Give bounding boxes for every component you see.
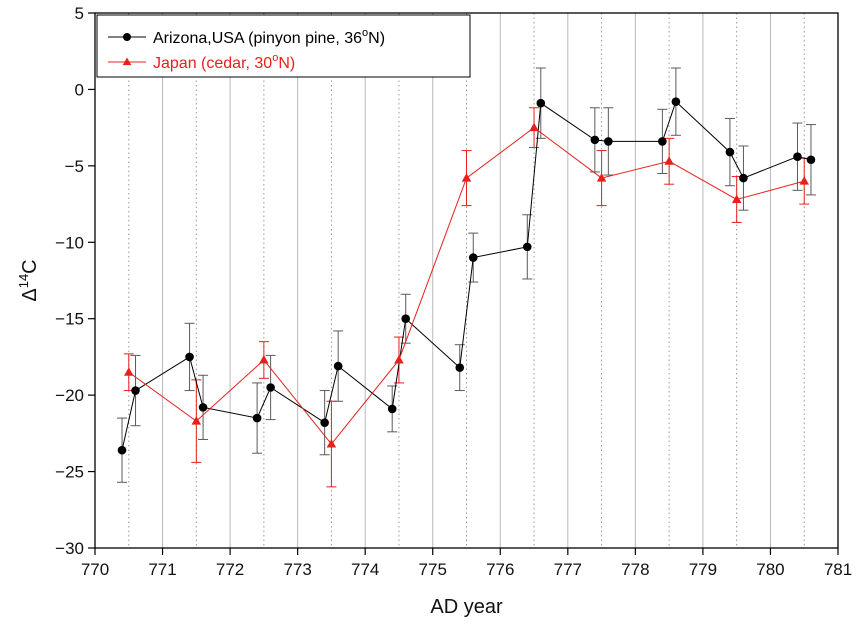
- data-point-japan: [259, 354, 269, 364]
- legend-box: [96, 14, 471, 78]
- x-tick-label: 776: [486, 560, 514, 579]
- y-tick-label: −25: [55, 463, 84, 482]
- data-point-arizona: [333, 361, 343, 371]
- data-point-arizona: [590, 135, 600, 145]
- data-point-arizona: [522, 242, 532, 252]
- data-point-japan: [124, 367, 134, 376]
- x-tick-label: 778: [621, 560, 649, 579]
- legend-item-arizona: Arizona,USA (pinyon pine, 36oN): [108, 27, 385, 47]
- x-tick-label: 779: [689, 560, 717, 579]
- data-point-arizona: [739, 173, 748, 183]
- legend-marker-japan: [122, 57, 132, 66]
- x-tick-label: 773: [283, 560, 311, 579]
- legend-label-arizona: Arizona,USA (pinyon pine, 36oN): [153, 27, 385, 47]
- data-point-japan: [529, 122, 539, 132]
- grid-lines: [128, 13, 805, 548]
- axis-ticks: [88, 12, 839, 555]
- data-point-japan: [461, 173, 472, 182]
- x-tick-label: 781: [824, 560, 852, 579]
- data-point-arizona: [806, 155, 816, 165]
- tick-labels: 770 771 772 773 774 775 776 777 778 779 780 781 5 0 −5…: [55, 4, 852, 579]
- data-point-japan: [394, 354, 404, 364]
- data-point-arizona: [131, 386, 140, 395]
- y-axis-title: Δ14C: [16, 259, 41, 301]
- x-tick-label: 780: [756, 560, 784, 579]
- data-point-japan: [731, 194, 742, 203]
- series-line-arizona: [121, 100, 812, 451]
- x-tick-label: 775: [419, 560, 447, 579]
- y-tick-label: −30: [55, 539, 84, 558]
- x-tick-label: 770: [81, 560, 109, 579]
- data-point-arizona: [604, 137, 613, 146]
- data-point-arizona: [725, 147, 735, 157]
- data-point-arizona: [252, 413, 262, 423]
- y-tick-label: 5: [75, 4, 84, 23]
- data-point-arizona: [185, 352, 194, 362]
- data-point-arizona: [401, 314, 411, 324]
- series-markers: [117, 97, 816, 455]
- data-point-arizona: [266, 383, 275, 392]
- data-point-arizona: [793, 152, 802, 161]
- legend-marker-arizona: [123, 33, 131, 41]
- x-axis-title: AD year: [430, 596, 503, 618]
- y-tick-label: −10: [55, 233, 84, 252]
- data-point-japan: [664, 156, 674, 165]
- error-bars: [117, 67, 816, 488]
- data-point-japan: [799, 176, 809, 185]
- data-point-arizona: [658, 137, 667, 146]
- x-tick-label: 777: [554, 560, 582, 579]
- data-point-japan: [326, 439, 337, 448]
- y-tick-label: 0: [75, 80, 84, 99]
- data-point-arizona: [198, 403, 208, 412]
- legend: Arizona,USA (pinyon pine, 36oN) Japan (c…: [96, 14, 471, 78]
- legend-label-japan: Japan (cedar, 30oN): [153, 52, 295, 72]
- data-point-arizona: [387, 404, 397, 414]
- y-tick-label: −5: [65, 157, 84, 176]
- data-point-japan: [191, 416, 202, 425]
- data-point-arizona: [468, 253, 478, 262]
- data-point-japan: [596, 173, 607, 182]
- data-point-arizona: [671, 97, 681, 106]
- data-point-arizona: [455, 363, 465, 372]
- y-tick-label: −20: [55, 386, 84, 405]
- data-point-arizona: [320, 418, 329, 427]
- x-tick-label: 771: [148, 560, 176, 579]
- plot-frame: [94, 12, 839, 549]
- x-tick-label: 774: [351, 560, 379, 579]
- x-tick-label: 772: [216, 560, 244, 579]
- data-point-arizona: [536, 98, 546, 108]
- y-tick-label: −15: [55, 310, 84, 329]
- data-point-arizona: [117, 445, 127, 455]
- legend-item-japan: Japan (cedar, 30oN): [108, 52, 295, 72]
